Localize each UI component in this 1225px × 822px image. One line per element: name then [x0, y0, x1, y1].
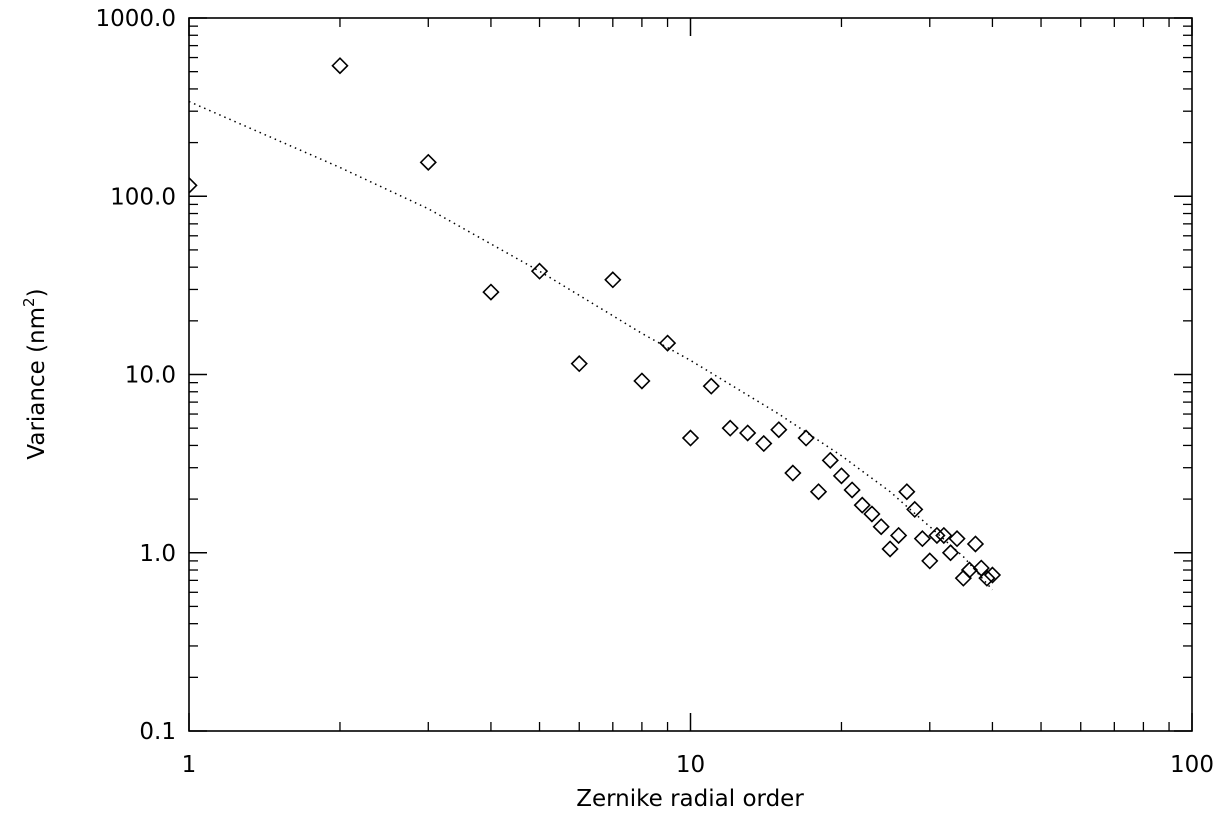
data-point	[906, 500, 924, 519]
major-ticks	[188, 17, 1193, 732]
data-point	[809, 483, 828, 501]
data-point	[570, 355, 588, 373]
data-points	[189, 57, 1002, 587]
y-tick-label: 0.1	[139, 719, 176, 745]
y-tick-label: 1.0	[139, 541, 176, 567]
data-point	[797, 429, 815, 447]
data-point	[755, 434, 773, 453]
x-axis-title: Zernike radial order	[576, 786, 804, 812]
data-point	[189, 176, 198, 195]
data-point	[954, 569, 972, 587]
y-axis-title-superscript: 2	[20, 297, 38, 307]
data-point	[681, 429, 700, 447]
data-point	[872, 518, 890, 536]
data-point	[853, 496, 871, 514]
data-point	[821, 451, 839, 469]
data-point	[928, 526, 946, 545]
data-point	[966, 535, 985, 553]
data-point	[658, 334, 677, 352]
plot-area	[188, 17, 1193, 732]
data-point	[702, 377, 720, 395]
data-point	[530, 262, 549, 280]
x-tick-labels: 1 10 100	[182, 752, 1214, 778]
data-point	[863, 505, 881, 523]
minor-ticks	[189, 18, 1192, 731]
data-point	[898, 483, 916, 501]
data-point	[770, 421, 788, 439]
data-point	[331, 57, 349, 75]
y-tick-label: 10.0	[125, 363, 176, 389]
x-tick-label: 1	[182, 752, 197, 778]
data-point	[913, 530, 932, 548]
data-point	[604, 271, 622, 289]
y-tick-labels: 0.1 1.0 10.0 100.0 1000.0	[96, 6, 176, 745]
data-point	[832, 467, 851, 485]
y-tick-label: 100.0	[110, 184, 176, 210]
y-tick-label: 1000.0	[96, 6, 176, 32]
data-point	[881, 540, 899, 558]
y-axis-title-base: Variance (nm	[24, 307, 50, 460]
fit-line	[188, 100, 993, 591]
data-point	[983, 566, 1002, 584]
data-point	[941, 544, 960, 562]
data-point	[633, 372, 651, 390]
data-point	[921, 552, 939, 570]
data-point	[978, 569, 996, 587]
data-point	[482, 283, 500, 301]
data-point	[784, 464, 802, 482]
x-tick-label: 100	[1170, 752, 1214, 778]
y-axis-title-close: )	[24, 288, 50, 297]
data-point	[948, 530, 966, 548]
data-point	[419, 153, 437, 171]
data-point	[739, 424, 757, 442]
data-point	[721, 419, 739, 437]
data-point	[935, 526, 953, 545]
y-axis-title: Variance (nm2)	[20, 288, 50, 459]
data-point	[889, 526, 908, 545]
data-point	[843, 481, 861, 499]
x-tick-label: 10	[676, 752, 705, 778]
